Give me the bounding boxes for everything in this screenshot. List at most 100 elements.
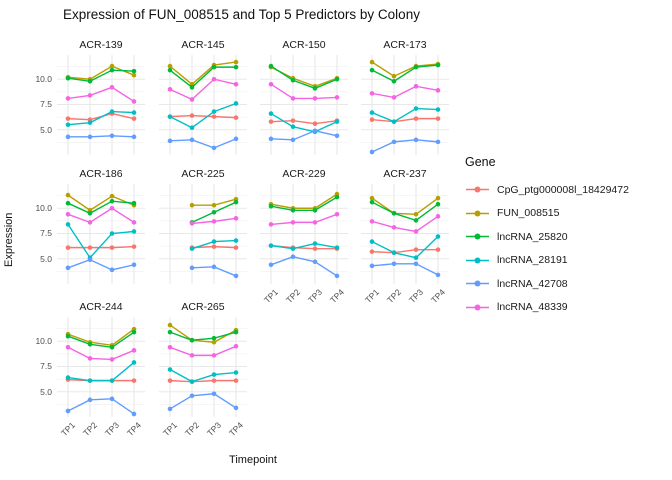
point-CpG_ptg000008l_18429472 [211, 114, 217, 119]
point-lncRNA_28191 [268, 243, 274, 248]
facet-panel [260, 55, 348, 155]
line-lncRNA_48339 [371, 85, 439, 99]
point-lncRNA_25820 [211, 209, 217, 215]
point-lncRNA_28191 [334, 245, 340, 250]
line-FUN_008515 [270, 193, 338, 209]
point-lncRNA_28191 [131, 360, 137, 365]
facet-panel [159, 55, 247, 155]
legend-title: Gene [465, 155, 496, 169]
legend-key-icon [465, 276, 490, 291]
point-lncRNA_48339 [109, 205, 115, 211]
point-lncRNA_25820 [65, 75, 71, 81]
point-CpG_ptg000008l_18429472 [65, 245, 71, 250]
point-lncRNA_48339 [435, 88, 441, 93]
point-CpG_ptg000008l_18429472 [290, 118, 296, 123]
point-lncRNA_48339 [334, 95, 340, 100]
point-CpG_ptg000008l_18429472 [65, 116, 71, 121]
point-lncRNA_42708 [268, 136, 274, 142]
point-CpG_ptg000008l_18429472 [189, 113, 195, 118]
point-lncRNA_25820 [233, 64, 239, 70]
facet-ACR-229: ACR-229 TP1 TP2 TP3 TP4 [260, 168, 348, 305]
point-CpG_ptg000008l_18429472 [268, 119, 274, 124]
facet-title: ACR-173 [383, 39, 427, 51]
point-CpG_ptg000008l_18429472 [131, 378, 137, 383]
y-tick-label: 7.5 [40, 361, 52, 372]
point-CpG_ptg000008l_18429472 [87, 245, 93, 250]
line-lncRNA_42708 [270, 255, 338, 277]
point-lncRNA_48339 [189, 97, 195, 102]
facet-panel [57, 317, 145, 417]
point-CpG_ptg000008l_18429472 [369, 117, 375, 122]
point-lncRNA_28191 [167, 367, 173, 372]
facet-ACR-244: ACR-244 TP1 TP2 TP3 TP4 [57, 301, 145, 438]
line-lncRNA_42708 [67, 398, 135, 415]
point-lncRNA_28191 [109, 378, 115, 383]
facet-title: ACR-229 [282, 168, 326, 180]
point-lncRNA_28191 [109, 109, 115, 114]
point-lncRNA_25820 [167, 67, 173, 73]
point-lncRNA_48339 [189, 221, 195, 226]
line-FUN_008515 [169, 324, 237, 343]
point-CpG_ptg000008l_18429472 [312, 246, 318, 251]
point-lncRNA_28191 [65, 375, 71, 380]
legend-entry-FUN_008515: FUN_008515 [465, 202, 629, 226]
point-lncRNA_42708 [211, 391, 217, 397]
line-lncRNA_25820 [371, 201, 439, 222]
line-lncRNA_48339 [270, 213, 338, 226]
point-lncRNA_48339 [369, 91, 375, 96]
point-CpG_ptg000008l_18429472 [233, 115, 239, 120]
point-lncRNA_48339 [290, 96, 296, 101]
line-lncRNA_48339 [169, 345, 237, 357]
point-FUN_008515 [65, 192, 71, 198]
point-lncRNA_48339 [211, 219, 217, 224]
facet-title: ACR-237 [383, 168, 427, 180]
point-FUN_008515 [189, 202, 195, 208]
facet-panel [57, 55, 145, 155]
point-lncRNA_25820 [334, 194, 340, 200]
point-CpG_ptg000008l_18429472 [435, 247, 441, 252]
point-lncRNA_28191 [435, 107, 441, 112]
point-lncRNA_25820 [211, 335, 217, 341]
line-lncRNA_42708 [68, 135, 135, 138]
point-lncRNA_28191 [290, 246, 296, 251]
point-lncRNA_42708 [189, 393, 195, 399]
y-tick-label: 10.0 [35, 336, 52, 347]
legend-label: lncRNA_48339 [497, 301, 568, 314]
point-lncRNA_42708 [65, 134, 71, 140]
line-lncRNA_28191 [371, 236, 439, 259]
point-lncRNA_28191 [391, 250, 397, 255]
line-lncRNA_42708 [270, 130, 338, 141]
line-FUN_008515 [371, 61, 439, 78]
legend-key-icon [465, 182, 490, 197]
point-lncRNA_42708 [131, 134, 137, 140]
point-lncRNA_48339 [334, 212, 340, 217]
point-lncRNA_25820 [131, 68, 137, 74]
y-tick-label: 5.0 [40, 124, 52, 135]
point-CpG_ptg000008l_18429472 [413, 116, 419, 121]
facet-title: ACR-265 [181, 301, 225, 313]
line-CpG_ptg000008l_18429472 [371, 117, 438, 123]
point-lncRNA_25820 [65, 333, 71, 339]
legend-entry-CpG_ptg000008l_18429472: CpG_ptg000008l_18429472 [465, 178, 629, 202]
facet-ACR-150: ACR-150 [260, 39, 348, 155]
point-lncRNA_48339 [233, 216, 239, 221]
facet-panel [159, 317, 247, 417]
line-FUN_008515 [67, 328, 135, 347]
point-lncRNA_28191 [369, 239, 375, 244]
point-lncRNA_42708 [312, 259, 318, 265]
line-lncRNA_42708 [169, 393, 237, 410]
point-lncRNA_48339 [268, 222, 274, 227]
line-lncRNA_48339 [270, 83, 338, 100]
y-tick-label: 5.0 [40, 253, 52, 264]
point-lncRNA_48339 [391, 225, 397, 230]
point-lncRNA_28191 [65, 122, 71, 127]
point-lncRNA_28191 [290, 124, 296, 130]
point-lncRNA_42708 [435, 272, 441, 278]
point-lncRNA_48339 [211, 353, 217, 358]
line-lncRNA_48339 [67, 86, 135, 103]
point-lncRNA_42708 [87, 397, 93, 403]
point-FUN_008515 [369, 59, 375, 65]
y-tick-label: 7.5 [40, 99, 52, 110]
point-lncRNA_48339 [87, 93, 93, 98]
